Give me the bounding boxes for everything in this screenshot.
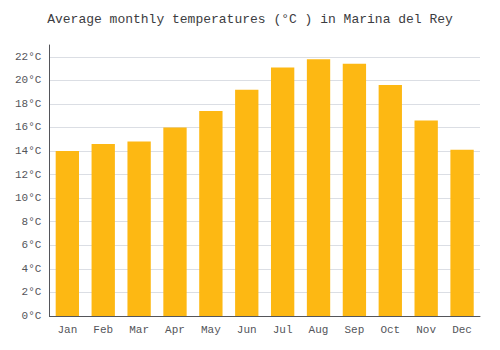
- svg-text:Oct: Oct: [380, 324, 400, 336]
- svg-text:Jan: Jan: [57, 324, 77, 336]
- svg-text:14°C: 14°C: [15, 145, 42, 157]
- svg-text:Mar: Mar: [129, 324, 149, 336]
- svg-text:22°C: 22°C: [15, 51, 42, 63]
- svg-text:2°C: 2°C: [22, 286, 42, 298]
- svg-text:Dec: Dec: [452, 324, 472, 336]
- svg-text:Apr: Apr: [165, 324, 185, 336]
- svg-text:May: May: [201, 324, 221, 336]
- svg-text:12°C: 12°C: [15, 169, 42, 181]
- svg-text:Aug: Aug: [309, 324, 329, 336]
- svg-text:18°C: 18°C: [15, 98, 42, 110]
- svg-text:Jul: Jul: [273, 324, 293, 336]
- svg-text:20°C: 20°C: [15, 74, 42, 86]
- svg-text:Nov: Nov: [416, 324, 436, 336]
- svg-text:8°C: 8°C: [22, 216, 42, 228]
- svg-text:16°C: 16°C: [15, 121, 42, 133]
- svg-text:0°C: 0°C: [22, 310, 42, 322]
- svg-text:6°C: 6°C: [22, 239, 42, 251]
- svg-text:Jun: Jun: [237, 324, 257, 336]
- svg-text:Sep: Sep: [345, 324, 365, 336]
- svg-text:10°C: 10°C: [15, 192, 42, 204]
- svg-text:4°C: 4°C: [22, 263, 42, 275]
- svg-text:Feb: Feb: [93, 324, 113, 336]
- svg-text:Average monthly temperatures (: Average monthly temperatures (°C ) in Ma…: [47, 12, 453, 27]
